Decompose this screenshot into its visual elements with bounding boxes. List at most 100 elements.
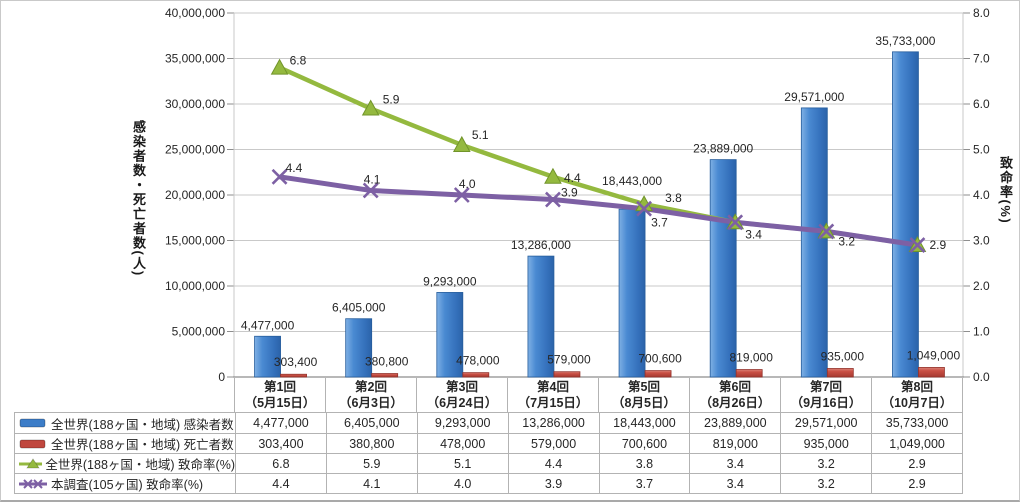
- bar-infected: [254, 335, 281, 378]
- triangle-marker: [544, 167, 562, 184]
- left-axis-tick-label: 5,000,000: [172, 325, 226, 339]
- x-marker: [636, 200, 652, 217]
- table-value: 1,049,000: [871, 433, 962, 453]
- table-value: 9,293,000: [416, 413, 508, 433]
- left-axis-tick-label: 40,000,000: [165, 6, 225, 20]
- table-value: 380,800: [325, 433, 417, 453]
- table-value: 5.1: [416, 453, 508, 473]
- table-value: 35,733,000: [871, 413, 962, 433]
- table-value: 4,477,000: [235, 413, 326, 433]
- data-table: 全世界(188ヶ国・地域) 感染者数 4,477,000 6,405,000 9,29…: [14, 412, 963, 494]
- table-value: 4.4: [507, 453, 599, 473]
- line-label-global: 5.1: [472, 128, 489, 142]
- category-round-label: 第1回: [264, 379, 296, 394]
- table-value: 3.9: [507, 473, 599, 493]
- right-axis-tick-label: 0.0: [973, 370, 990, 384]
- category-label: 第2回 （6月3日）: [325, 378, 416, 412]
- x-marker: [727, 214, 744, 231]
- right-axis-tick-label: 4.0: [973, 188, 990, 202]
- left-axis-tick-label: 30,000,000: [165, 97, 225, 111]
- category-date-label: （6月3日）: [339, 396, 403, 410]
- bar-deaths: [644, 370, 672, 378]
- table-value: 29,571,000: [780, 413, 871, 433]
- legend-label: 本調査(105ヶ国) 致命率(%): [51, 478, 204, 492]
- category-label: 第8回 （10月7日）: [871, 378, 962, 412]
- legend-item: 本調査(105ヶ国) 致命率(%): [15, 473, 235, 493]
- category-label: 第5回 （8月5日）: [598, 378, 689, 412]
- bar-label-infected: 23,889,000: [693, 142, 753, 156]
- category-round-label: 第7回: [810, 379, 842, 394]
- line-label-global: 3.8: [665, 191, 682, 205]
- triangle-marker: [270, 58, 289, 75]
- category-label: 第3回 （6月24日）: [416, 378, 507, 412]
- legend-item: 全世界(188ヶ国・地域) 感染者数: [15, 413, 235, 433]
- legend-item: 全世界(188ヶ国・地域) 致命率(%): [15, 453, 235, 473]
- category-date-label: （8月26日）: [699, 396, 771, 410]
- table-value: 3.7: [598, 473, 690, 493]
- category-date-label: （7月15日）: [517, 396, 589, 410]
- bar-label-infected: 13,286,000: [511, 238, 571, 252]
- table-value: 5.9: [325, 453, 417, 473]
- legend-item: 全世界(188ヶ国・地域) 死亡者数: [15, 433, 235, 453]
- line-label-survey: 4.4: [286, 161, 303, 175]
- combo-chart-plot-area: 40,000,000 8.0 35,000,000 7.0 30,000,000 6.0 2…: [165, 6, 990, 384]
- line-label-global: 3.2: [838, 234, 855, 248]
- category-date-label: （9月16日）: [790, 396, 862, 410]
- table-value: 3.2: [780, 473, 872, 493]
- x-marker: [909, 237, 926, 253]
- bar-series-swatch-icon: [19, 418, 46, 428]
- right-axis-title: 致命率(%): [998, 156, 1013, 225]
- bar-deaths: [553, 371, 581, 378]
- bar-series-swatch-icon: [19, 439, 46, 448]
- bar-deaths: [918, 367, 945, 378]
- bar-deaths: [735, 369, 763, 378]
- line-label-survey: 3.7: [651, 216, 668, 230]
- table-value: 2.9: [871, 453, 962, 473]
- bar-label-deaths: 819,000: [729, 351, 773, 365]
- left-axis-tick-label: 10,000,000: [165, 279, 225, 293]
- right-axis-tick-label: 5.0: [973, 143, 990, 157]
- bar-deaths: [826, 368, 854, 378]
- category-label: 第1回 （5月15日）: [234, 378, 325, 412]
- left-axis-title: 感染者数・死亡者数(人): [131, 120, 146, 277]
- bar-label-infected: 18,443,000: [602, 174, 662, 188]
- table-value: 18,443,000: [598, 413, 690, 433]
- right-axis-tick-label: 6.0: [973, 97, 990, 111]
- category-label: 第7回 （9月16日）: [780, 378, 871, 412]
- table-value: 935,000: [780, 433, 872, 453]
- table-value: 3.4: [689, 473, 781, 493]
- line-label-survey: 4.0: [459, 177, 476, 191]
- table-value: 819,000: [689, 433, 781, 453]
- x-marker: [271, 168, 288, 185]
- x-marker: [818, 223, 835, 240]
- table-value: 3.4: [689, 453, 781, 473]
- table-value: 6.8: [235, 453, 326, 473]
- table-value: 700,600: [598, 433, 690, 453]
- category-round-label: 第6回: [719, 379, 751, 394]
- bar-label-deaths: 700,600: [638, 352, 682, 366]
- line-label-global: 2.9: [929, 238, 946, 252]
- legend-label: 全世界(188ヶ国・地域) 死亡者数: [51, 438, 234, 452]
- table-value: 6,405,000: [325, 413, 417, 433]
- line-label-survey: 4.1: [364, 172, 381, 186]
- bar-deaths: [371, 373, 399, 378]
- category-label: 第4回 （7月15日）: [507, 378, 598, 412]
- category-round-label: 第2回: [355, 379, 387, 394]
- line-label-global: 6.8: [290, 54, 307, 68]
- table-value: 13,286,000: [507, 413, 599, 433]
- bar-label-infected: 6,405,000: [332, 301, 386, 315]
- bar-label-deaths: 579,000: [547, 353, 591, 367]
- category-round-label: 第4回: [537, 379, 569, 394]
- category-date-label: （5月15日）: [244, 396, 316, 410]
- bar-deaths: [280, 373, 307, 378]
- bar-label-deaths: 478,000: [456, 354, 500, 368]
- triangle-marker: [452, 135, 471, 152]
- bar-infected: [800, 107, 828, 378]
- bar-deaths: [462, 372, 490, 378]
- right-axis-tick-label: 1.0: [973, 325, 990, 339]
- table-value: 3.8: [598, 453, 690, 473]
- bar-label-infected: 29,571,000: [784, 90, 844, 104]
- category-date-label: （10月7日）: [881, 396, 953, 410]
- bar-label-deaths: 380,800: [365, 355, 409, 369]
- line-label-survey: 3.9: [561, 186, 578, 200]
